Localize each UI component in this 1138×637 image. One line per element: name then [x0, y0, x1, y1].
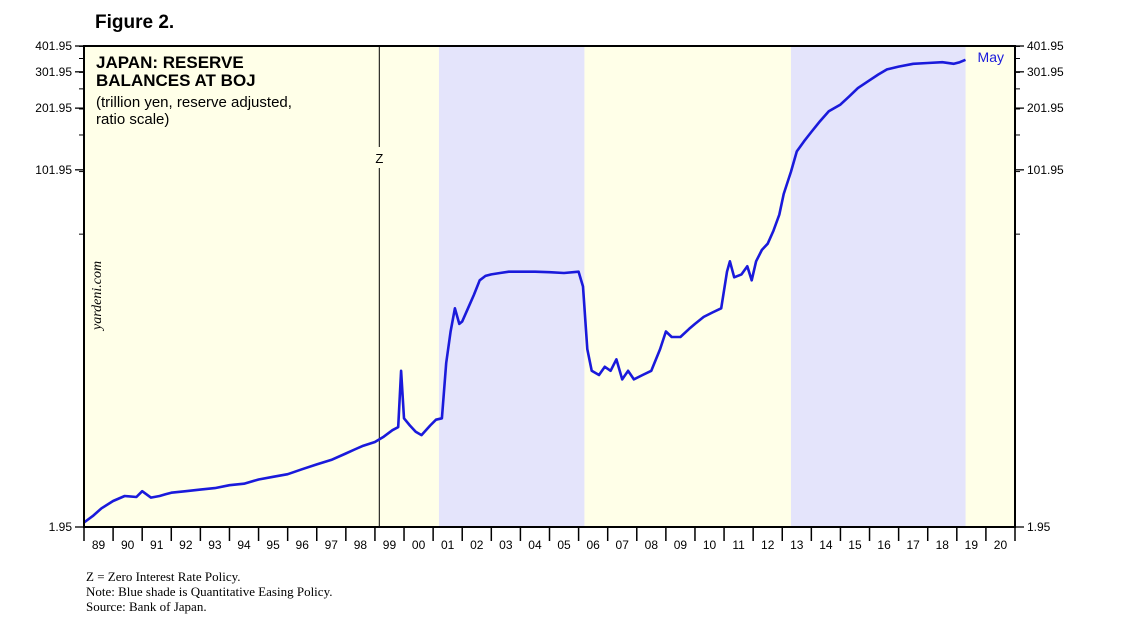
x-tick-label: 18	[936, 538, 950, 552]
y-tick-label-right: 1.95	[1027, 520, 1051, 534]
x-tick-label: 09	[674, 538, 688, 552]
chart-title-line-2: BALANCES AT BOJ	[96, 71, 256, 90]
y-tick-label-left: 401.95	[35, 39, 72, 53]
qe-shade-1	[790, 46, 966, 527]
y-tick-label-left: 301.95	[35, 65, 72, 79]
x-tick-label: 17	[906, 538, 920, 552]
note-source: Source: Bank of Japan.	[86, 599, 207, 614]
x-tick-label: 07	[616, 538, 630, 552]
x-tick-label: 13	[790, 538, 804, 552]
x-tick-label: 00	[412, 538, 426, 552]
y-tick-label-right: 101.95	[1027, 163, 1064, 177]
y-axis-ticks: 401.95 401.95 301.95 301.95 201.95 201.95 101.…	[35, 39, 1064, 534]
y-tick-label-left: 1.95	[49, 520, 73, 534]
x-tick-label: 99	[383, 538, 397, 552]
x-tick-label: 02	[470, 538, 484, 552]
x-tick-label: 14	[819, 538, 833, 552]
plot-frame	[83, 45, 1016, 528]
x-tick-label: 19	[965, 538, 979, 552]
y-tick-label-left: 101.95	[35, 163, 72, 177]
x-tick-label: 16	[877, 538, 891, 552]
x-tick-label: 10	[703, 538, 717, 552]
x-tick-label: 91	[150, 538, 164, 552]
x-tick-label: 95	[266, 538, 280, 552]
x-tick-label: 89	[92, 538, 106, 552]
event-label: Z	[375, 151, 383, 166]
x-tick-label: 06	[586, 538, 600, 552]
qe-shading	[438, 46, 966, 527]
chart-notes: Z = Zero Interest Rate Policy. Note: Blu…	[86, 569, 332, 614]
x-tick-label: 05	[557, 538, 571, 552]
y-tick-label-right: 301.95	[1027, 65, 1064, 79]
y-tick-label-right: 201.95	[1027, 101, 1064, 115]
x-tick-label: 93	[208, 538, 222, 552]
series-line-reserve-balances	[83, 58, 966, 524]
note-zero-interest: Z = Zero Interest Rate Policy.	[86, 569, 241, 584]
chart-subtitle-line-1: (trillion yen, reserve adjusted,	[96, 94, 292, 111]
note-blue-shade: Note: Blue shade is Quantitative Easing …	[86, 584, 333, 599]
x-tick-label: 98	[354, 538, 368, 552]
x-tick-label: 94	[237, 538, 251, 552]
x-tick-label: 03	[499, 538, 513, 552]
chart-title-block: JAPAN: RESERVE BALANCES AT BOJ (trillion…	[96, 53, 292, 128]
x-axis-ticks: 89 90 91 92 93 94 95 96 97 98 99 00 01 02 03 04 05 06 07 08…	[83, 527, 1016, 552]
event-marker: Z	[375, 46, 383, 527]
figure-label: Figure 2.	[95, 12, 175, 33]
y-tick-label-left: 201.95	[35, 101, 72, 115]
x-tick-label: 20	[994, 538, 1008, 552]
x-tick-label: 97	[325, 538, 339, 552]
end-label: May	[978, 49, 1004, 65]
x-tick-label: 01	[441, 538, 455, 552]
y-tick-label-right: 401.95	[1027, 39, 1064, 53]
qe-shade-0	[438, 46, 585, 527]
x-tick-label: 92	[179, 538, 193, 552]
chart-subtitle-line-2: ratio scale)	[96, 111, 169, 128]
x-tick-label: 90	[121, 538, 135, 552]
x-tick-label: 04	[528, 538, 542, 552]
x-tick-label: 11	[732, 538, 745, 552]
x-tick-label: 08	[645, 538, 659, 552]
watermark: yardeni.com	[90, 261, 105, 332]
chart-title-line-1: JAPAN: RESERVE	[96, 53, 244, 72]
x-tick-label: 12	[761, 538, 775, 552]
x-tick-label: 96	[296, 538, 310, 552]
x-tick-label: 15	[848, 538, 862, 552]
